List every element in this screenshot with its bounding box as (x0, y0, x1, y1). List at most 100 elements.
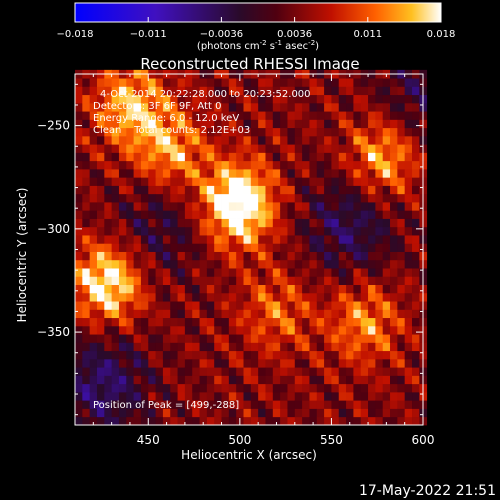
heatmap-cell (397, 144, 406, 153)
heatmap-cell (338, 218, 347, 228)
heatmap-cell (404, 350, 413, 360)
heatmap-cell (104, 259, 113, 269)
heatmap-cell (214, 235, 222, 244)
heatmap-cell (133, 268, 142, 277)
heatmap-cell (184, 358, 193, 368)
heatmap-cell (228, 317, 237, 327)
heatmap-cell (96, 416, 105, 426)
heatmap-cell (140, 292, 149, 302)
heatmap-cell (170, 317, 178, 327)
heatmap-cell (243, 144, 252, 153)
heatmap-cell (302, 144, 310, 153)
heatmap-cell (104, 309, 113, 319)
heatmap-cell (368, 168, 376, 178)
heatmap-cell (360, 334, 369, 343)
heatmap-cell (96, 94, 105, 104)
heatmap-cell (404, 358, 413, 368)
heatmap-cell (111, 367, 120, 376)
heatmap-cell (272, 185, 281, 195)
heatmap-cell (75, 251, 83, 261)
heatmap-cell (140, 358, 149, 368)
heatmap-cell (104, 325, 113, 335)
heatmap-cell (133, 177, 142, 186)
heatmap-cell (243, 309, 252, 319)
heatmap-cell (243, 243, 252, 252)
heatmap-cell (89, 94, 98, 104)
heatmap-cell (148, 160, 156, 170)
heatmap-cell (214, 325, 222, 335)
heatmap-cell (346, 251, 354, 261)
heatmap-cell (397, 152, 406, 162)
heatmap-cell (382, 408, 391, 418)
heatmap-cell (199, 210, 208, 219)
heatmap-cell (155, 367, 164, 376)
heatmap-cell (360, 350, 369, 360)
x-tick-label: 450 (137, 433, 160, 447)
heatmap-cell (104, 111, 113, 120)
heatmap-cell (221, 144, 230, 153)
heatmap-cell (287, 367, 296, 376)
heatmap-cell (302, 119, 310, 129)
heatmap-cell (404, 168, 413, 178)
heatmap-cell (236, 78, 244, 87)
heatmap-cell (236, 111, 244, 120)
heatmap-cell (126, 375, 135, 385)
heatmap-cell (412, 168, 420, 178)
heatmap-cell (133, 358, 142, 368)
heatmap-cell (360, 292, 369, 302)
heatmap-cell (206, 292, 215, 302)
heatmap-cell (258, 342, 266, 352)
heatmap-cell (272, 78, 281, 87)
heatmap-cell (221, 292, 230, 302)
heatmap-cell (390, 358, 398, 368)
heatmap-cell (265, 226, 274, 236)
heatmap-cell (184, 276, 193, 285)
heatmap-cell (228, 350, 237, 360)
heatmap-cell (118, 408, 127, 418)
heatmap-cell (75, 375, 83, 385)
heatmap-cell (177, 127, 186, 137)
heatmap-cell (148, 342, 156, 352)
heatmap-cell (82, 243, 91, 252)
heatmap-cell (148, 226, 156, 236)
heatmap-cell (236, 400, 244, 409)
heatmap-cell (184, 243, 193, 252)
heatmap-cell (199, 202, 208, 211)
heatmap-cell (404, 102, 413, 112)
heatmap-cell (265, 193, 274, 203)
heatmap-cell (397, 350, 406, 360)
heatmap-cell (199, 292, 208, 302)
heatmap-cell (324, 218, 332, 228)
heatmap-cell (316, 334, 325, 343)
heatmap-cell (118, 193, 127, 203)
heatmap-cell (309, 218, 318, 228)
heatmap-cell (162, 202, 171, 211)
heatmap-cell (331, 152, 340, 162)
heatmap-cell (155, 111, 164, 120)
heatmap-cell (96, 268, 105, 277)
heatmap-cell (133, 292, 142, 302)
heatmap-cell (287, 325, 296, 335)
heatmap-cell (382, 268, 391, 277)
heatmap-cell (228, 202, 237, 211)
heatmap-cell (309, 383, 318, 393)
heatmap-cell (162, 292, 171, 302)
heatmap-cell (82, 226, 91, 236)
heatmap-cell (236, 226, 244, 236)
heatmap-cell (75, 400, 83, 409)
heatmap-cell (206, 168, 215, 178)
heatmap-cell (133, 276, 142, 285)
heatmap-cell (148, 383, 156, 393)
heatmap-cell (192, 309, 200, 319)
heatmap-cell (412, 218, 420, 228)
heatmap-cell (302, 334, 310, 343)
heatmap-cell (250, 243, 259, 252)
heatmap-cell (390, 168, 398, 178)
heatmap-cell (346, 342, 354, 352)
heatmap-cell (177, 350, 186, 360)
heatmap-cell (294, 383, 303, 393)
heatmap-cell (96, 301, 105, 310)
heatmap-cell (133, 408, 142, 418)
heatmap-cell (96, 325, 105, 335)
